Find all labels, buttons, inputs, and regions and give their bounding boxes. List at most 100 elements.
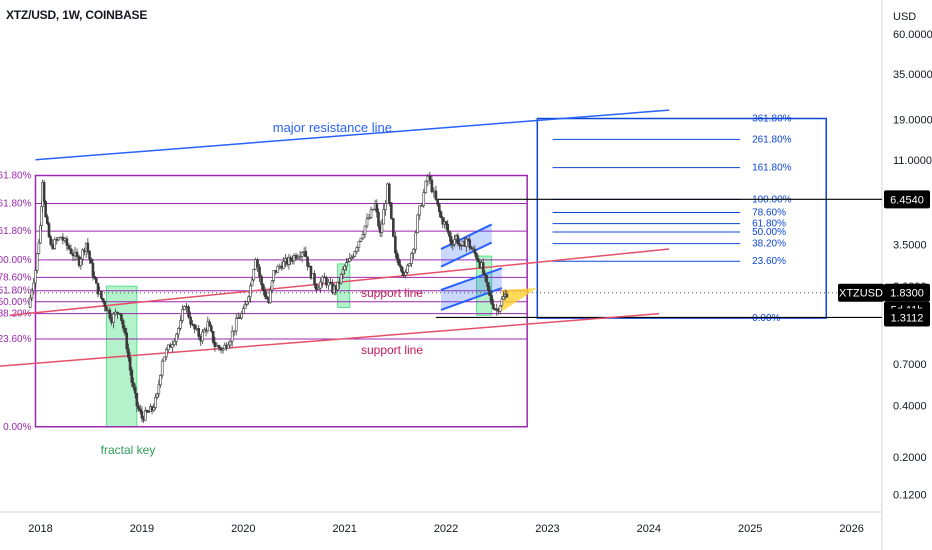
candle-body — [138, 408, 142, 412]
candle-body — [108, 309, 112, 319]
candle-body — [105, 306, 108, 312]
candle-body — [181, 309, 184, 321]
fib-left-label: 361.80% — [0, 171, 32, 182]
candle-body — [132, 382, 135, 388]
candle-body — [438, 204, 441, 213]
candle-body — [34, 270, 37, 284]
ticker-badge: XTZUSD — [839, 288, 883, 300]
candle-body — [61, 236, 65, 241]
candle-body — [485, 275, 488, 283]
candle-body — [453, 239, 456, 245]
candle-body — [49, 236, 52, 245]
candle-body — [410, 253, 413, 264]
candle-body — [274, 270, 278, 273]
candle-body — [272, 270, 276, 281]
candle-body — [363, 225, 367, 235]
candle-body — [359, 237, 363, 242]
fractal-key-label: fractal key — [101, 443, 156, 457]
candle-body — [262, 284, 265, 291]
candle-body — [377, 211, 380, 227]
candle-body — [185, 306, 188, 308]
candle-body — [408, 263, 411, 267]
channel-upper-bottom — [440, 241, 493, 268]
candle-body — [449, 236, 453, 245]
candle-body — [46, 216, 49, 224]
candle-body — [252, 269, 256, 281]
candle-body — [144, 410, 147, 421]
candle-body — [201, 331, 204, 342]
candle-body — [418, 205, 422, 216]
candle-body — [217, 345, 221, 349]
candle-body — [55, 239, 59, 241]
candle-body — [399, 264, 402, 268]
candle-body — [490, 295, 493, 305]
price-badge-last: 1.8300 — [890, 288, 924, 300]
candle-body — [258, 266, 261, 277]
candle-body — [357, 240, 361, 248]
candle-body — [505, 293, 509, 298]
candle-body — [121, 320, 125, 329]
candle-body — [444, 221, 448, 225]
candle-body — [35, 253, 39, 271]
candle-body — [100, 291, 103, 299]
price-axis-tick: 60.0000 — [893, 29, 932, 41]
candle-body — [183, 306, 186, 310]
candle-body — [459, 244, 463, 247]
candle-body — [81, 249, 84, 260]
time-axis-tick: 2024 — [637, 523, 661, 535]
candle-body — [155, 393, 159, 398]
candle-body — [339, 273, 343, 284]
candle-body — [406, 265, 409, 273]
price-axis-tick: 11.0000 — [893, 155, 932, 167]
candle-body — [137, 405, 140, 410]
price-badge-low: 1.3112 — [891, 312, 924, 324]
candle-body — [164, 349, 168, 358]
fib-right-label: 361.80% — [752, 114, 792, 125]
candle-body — [93, 276, 96, 279]
candle-body — [385, 183, 389, 204]
candle-body — [145, 410, 149, 412]
time-axis-tick: 2023 — [535, 523, 559, 535]
time-axis-tick: 2018 — [28, 523, 52, 535]
candle-body — [470, 247, 473, 250]
candle-body — [166, 344, 170, 351]
candle-body — [329, 281, 332, 284]
price-axis-tick: 0.4000 — [893, 400, 927, 412]
fib-right-label: 61.80% — [752, 219, 786, 230]
fib-right-label: 38.20% — [752, 239, 786, 250]
candle-body — [300, 252, 304, 257]
candle-body — [361, 234, 365, 239]
candle-body — [325, 277, 328, 286]
candle-body — [488, 289, 492, 296]
candle-body — [47, 223, 51, 238]
candle-body — [350, 257, 353, 260]
candle-body — [345, 262, 348, 267]
candle-body — [476, 258, 480, 263]
candle-body — [249, 285, 252, 298]
fib-left-label: 161.80% — [0, 226, 32, 237]
candle-body — [95, 277, 98, 284]
candle-body — [69, 248, 73, 254]
candle-body — [30, 290, 34, 299]
fib-left-label: 50.00% — [0, 297, 32, 308]
candle-body — [116, 311, 119, 314]
fib-left-label: 78.60% — [0, 272, 32, 283]
candle-body — [468, 239, 472, 248]
candle-body — [28, 297, 32, 308]
candle-body — [112, 313, 115, 323]
fib-right-label: 261.80% — [752, 134, 792, 145]
fib-right-label: 23.60% — [752, 256, 786, 267]
candle-body — [487, 282, 490, 291]
candle-body — [211, 331, 215, 343]
fib-left-label: 261.80% — [0, 199, 32, 210]
candle-body — [89, 258, 93, 264]
time-axis-tick: 2025 — [738, 523, 762, 535]
support-line-label-upper: support line — [361, 286, 423, 300]
candle-body — [382, 209, 386, 225]
price-badge-last-bg — [884, 283, 930, 302]
price-axis-tick: 3.5000 — [893, 240, 927, 252]
candle-body — [114, 311, 117, 315]
candle-body — [348, 258, 352, 262]
candle-body — [67, 245, 71, 250]
